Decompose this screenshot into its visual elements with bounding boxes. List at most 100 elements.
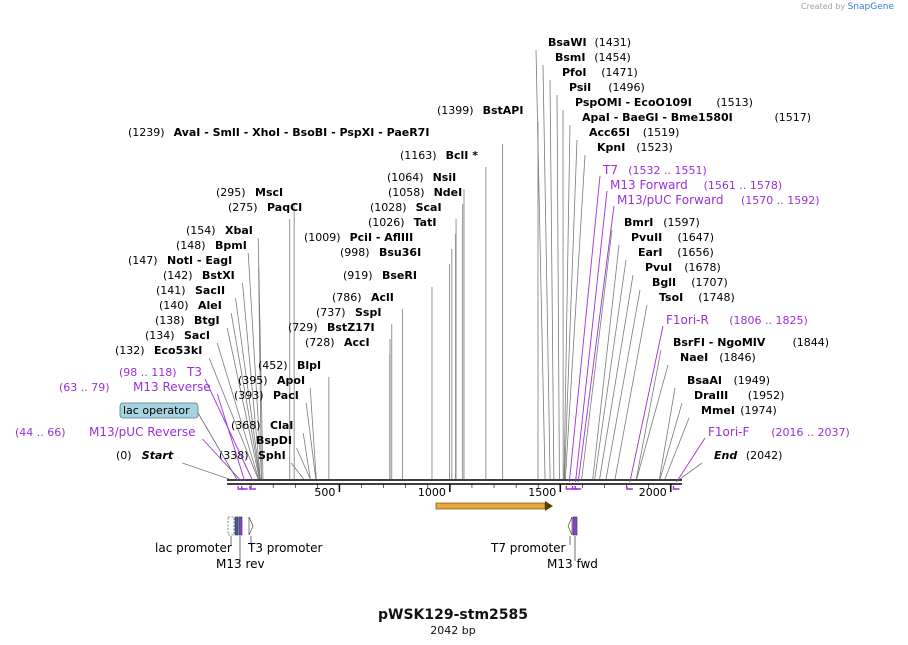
bottom-label-text: T3 promoter — [247, 541, 323, 555]
ruler-tick-label: 500 — [314, 486, 335, 499]
site-position: (147) — [128, 254, 158, 267]
site-connector — [564, 139, 578, 480]
site-label-6: (395) ApoI — [238, 374, 305, 387]
map-length: 2042 bp — [430, 624, 475, 637]
map-title: pWSK129-stm2585 — [378, 607, 528, 623]
site-connector — [247, 252, 263, 480]
site-position: (132) — [115, 344, 145, 357]
site-position: (393) — [234, 389, 264, 402]
m13-fwd-glyph — [572, 516, 578, 536]
site-name: ScaI — [416, 201, 442, 214]
site-position: (134) — [145, 329, 175, 342]
site-connector — [549, 79, 555, 480]
site-label-0: (0) Start — [116, 449, 174, 462]
site-label-33: BsaWI (1431) — [548, 36, 631, 49]
site-label-30: (1064) NsiI — [387, 171, 456, 184]
site-position: (1028) — [370, 201, 407, 214]
site-connector — [594, 259, 627, 480]
credit-prefix: Created by — [801, 2, 846, 11]
site-connector — [535, 49, 546, 480]
bottom-label-4: M13 fwd — [547, 536, 598, 571]
site-label-43: EarI (1656) — [638, 246, 714, 259]
lac-operator-glyph — [234, 516, 239, 536]
site-label-7: (452) BlpI — [258, 359, 321, 372]
site-position: (452) — [258, 359, 288, 372]
site-label-45: BglI (1707) — [652, 276, 728, 289]
site-label-15: (148) BpmI — [176, 239, 247, 252]
site-name: BspDI — [256, 434, 292, 447]
site-name: DraIII — [694, 389, 728, 402]
site-label-51: MmeI (1974) — [701, 404, 777, 417]
site-position: (1844) — [793, 336, 830, 349]
primer-mark — [565, 486, 573, 490]
site-label-13: (142) BstXI — [163, 269, 235, 282]
site-position: (1058) — [388, 186, 425, 199]
site-connector — [309, 387, 317, 480]
site-connector — [226, 327, 260, 480]
site-connector — [208, 357, 259, 480]
site-connector — [556, 94, 560, 480]
lac-promoter-glyph — [227, 516, 235, 536]
site-position: (1009) — [304, 231, 341, 244]
feature-label-0: (44 .. 66) M13/pUC Reverse — [15, 425, 242, 482]
site-position: (1748) — [698, 291, 735, 304]
site-label-1: End (2042) — [714, 449, 782, 462]
site-label-42: PvuII (1647) — [631, 231, 714, 244]
feature-label-5: M13/pUC Forward (1570 .. 1592) — [577, 193, 820, 483]
site-name: BsaAI — [687, 374, 722, 387]
site-label-32: (1399) BstAPI — [437, 104, 523, 117]
ruler-tick-label: 1000 — [418, 486, 446, 499]
site-connector — [614, 304, 648, 480]
site-connector — [302, 432, 311, 480]
site-position: (786) — [332, 291, 362, 304]
site-connector — [182, 462, 230, 480]
site-position: (998) — [340, 246, 370, 259]
site-name: BpmI — [215, 239, 247, 252]
site-connector — [605, 289, 641, 480]
site-label-50: DraIII (1952) — [694, 389, 784, 402]
site-connector — [242, 282, 261, 480]
bottom-label-text: M13 fwd — [547, 557, 598, 571]
t3-promoter-glyph — [248, 516, 254, 536]
orf-arrow-head — [545, 501, 553, 511]
site-name: BsrFI - NgoMIV — [673, 336, 766, 349]
site-name: Start — [142, 449, 174, 462]
site-name: TatI — [414, 216, 437, 229]
site-position: (1974) — [740, 404, 777, 417]
site-position: (1707) — [691, 276, 728, 289]
site-label-5: (393) PacI — [234, 389, 299, 402]
site-label-39: Acc65I (1519) — [589, 126, 679, 139]
feature-label-6: F1ori-R (1806 .. 1825) — [629, 313, 808, 483]
site-name: MmeI — [701, 404, 735, 417]
site-label-47: BsrFI - NgoMIV (1844) — [673, 336, 829, 349]
site-name: BlpI — [297, 359, 321, 372]
site-label-23: (786) AclI — [332, 291, 394, 304]
site-connector — [290, 462, 304, 480]
site-label-14: (147) NotI - EagI — [128, 254, 232, 267]
site-label-8: (132) Eco53kI — [115, 344, 202, 357]
feature-label-2: (98 .. 118) T3 — [119, 365, 254, 482]
primer-mark — [240, 486, 248, 490]
site-label-38: ApaI - BaeGI - Bme1580I (1517) — [582, 111, 811, 124]
feature-range: (1570 .. 1592) — [741, 194, 820, 207]
site-position: (1431) — [595, 36, 632, 49]
site-position: (1846) — [719, 351, 756, 364]
site-label-16: (154) XbaI — [186, 224, 253, 237]
site-name: PfoI — [562, 66, 587, 79]
primer-mark — [672, 486, 680, 490]
site-name: BtgI — [194, 314, 220, 327]
site-position: (728) — [305, 336, 335, 349]
orf-arrow-body — [435, 502, 546, 510]
site-position: (368) — [231, 419, 261, 432]
ruler-tick-label: 2000 — [639, 486, 667, 499]
lac-operator-text: lac operator — [123, 404, 190, 417]
site-label-19: (1239) AvaI - SmlI - XhoI - BsoBI - PspXI… — [128, 126, 429, 139]
site-name: BglI — [652, 276, 676, 289]
site-name: SphI — [258, 449, 286, 462]
site-position: (919) — [343, 269, 373, 282]
site-connector — [230, 312, 261, 480]
site-label-4: BspDI — [256, 434, 292, 447]
site-label-10: (138) BtgI — [155, 314, 220, 327]
site-label-31: (1163) BclI * — [400, 149, 478, 162]
